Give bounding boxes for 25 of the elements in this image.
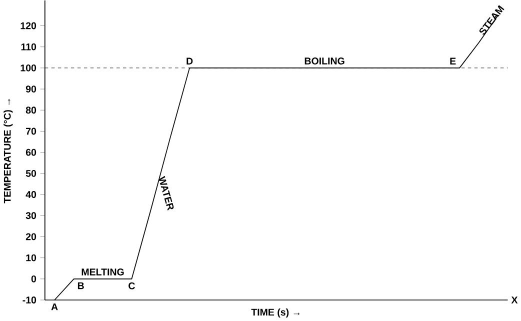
- y-tick-label: 120: [20, 22, 36, 30]
- annotation: B: [78, 282, 84, 290]
- y-tick-label: 60: [26, 148, 36, 156]
- annotation: D: [186, 58, 193, 64]
- annotation: MELTING: [82, 268, 124, 276]
- y-tick-label: 80: [26, 106, 36, 114]
- y-tick-label: 110: [21, 43, 36, 50]
- y-tick-label: 0: [31, 275, 36, 282]
- annotation: BOILING: [304, 57, 344, 64]
- annotation: WATER: [158, 176, 174, 211]
- y-tick-label: 50: [26, 170, 36, 177]
- text: X: [511, 296, 518, 304]
- y-tick-label: 40: [26, 190, 36, 198]
- y-tick-label: 20: [26, 233, 36, 240]
- y-tick-label: 100: [20, 64, 36, 72]
- y-tick-label: -10: [22, 296, 36, 304]
- y-tick-label: 90: [26, 86, 36, 92]
- y-tick-label: 30: [26, 212, 36, 219]
- annotation: A: [51, 303, 58, 310]
- annotation: E: [450, 58, 456, 64]
- annotation: C: [128, 282, 135, 290]
- y-axis-title: TEMPERATURE (°C) →: [4, 99, 13, 204]
- y-tick-label: 10: [26, 254, 36, 262]
- y-tick-label: 70: [26, 128, 36, 135]
- x-axis-title: TIME (s) →: [251, 308, 300, 318]
